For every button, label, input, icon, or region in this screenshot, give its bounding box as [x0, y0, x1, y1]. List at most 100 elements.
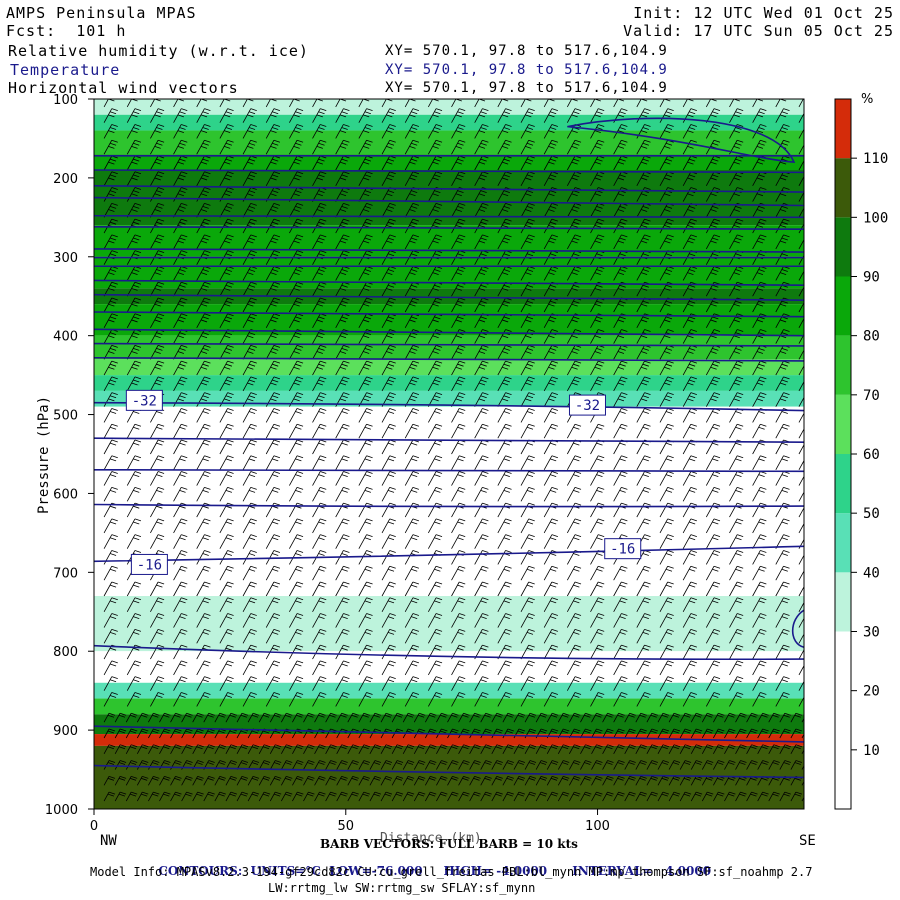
wind-barb: [242, 202, 257, 218]
wind-barb: [798, 223, 804, 234]
wind-barb: [524, 791, 537, 802]
wind-barb: [219, 550, 234, 565]
wind-barb: [474, 155, 489, 171]
wind-barb: [103, 455, 118, 470]
wind-barb: [590, 471, 605, 486]
wind-barb: [535, 760, 548, 770]
wind-barb: [474, 471, 489, 486]
wind-barb: [358, 171, 373, 186]
wind-barb: [668, 744, 681, 754]
wind-barb: [729, 565, 744, 581]
wind-barb: [428, 581, 443, 597]
wind-barb: [451, 108, 466, 123]
wind-barb: [381, 218, 396, 234]
wind-barb: [242, 281, 257, 297]
wind-barb: [752, 486, 767, 502]
wind-barb: [513, 744, 526, 754]
wind-barb: [242, 234, 257, 250]
wind-barb: [404, 218, 420, 234]
wind-barb: [568, 791, 581, 802]
wind-barb: [125, 775, 138, 786]
wind-barb: [358, 613, 373, 628]
wind-barb: [428, 518, 443, 534]
wind-barb: [225, 775, 238, 786]
wind-barb: [474, 692, 489, 707]
wind-barb: [203, 775, 215, 786]
wind-barb: [236, 712, 249, 723]
wind-barb: [196, 108, 211, 123]
wind-barb: [402, 760, 415, 770]
wind-barb: [336, 791, 348, 802]
wind-barb: [636, 266, 651, 281]
wind-barb: [358, 297, 373, 313]
wind-barb: [801, 765, 804, 770]
wind-barb: [775, 644, 790, 660]
wind-barb: [335, 660, 350, 676]
wind-barb: [613, 744, 625, 754]
wind-barb: [646, 791, 658, 802]
wind-barb: [752, 329, 767, 344]
wind-barb: [768, 744, 780, 754]
wind-barb: [566, 344, 582, 360]
wind-barb: [312, 518, 327, 534]
wind-barb: [790, 791, 802, 802]
wind-barb: [657, 775, 670, 786]
colorbar-segment: [835, 631, 851, 691]
wind-barb: [497, 613, 512, 628]
wind-barb: [335, 171, 350, 186]
wind-barb: [566, 139, 582, 155]
wind-barb: [173, 187, 188, 202]
wind-barb: [173, 534, 188, 549]
wind-barb: [613, 791, 625, 802]
wind-barb: [312, 439, 327, 455]
colorbar-label: 70: [863, 388, 880, 404]
wind-barb: [289, 518, 304, 534]
wind-barb: [265, 139, 281, 155]
wind-barb: [798, 554, 804, 565]
wind-barb: [590, 202, 605, 218]
wind-barb: [566, 202, 582, 218]
wind-barb: [242, 581, 257, 597]
wind-barb: [474, 139, 489, 155]
wind-barb: [520, 455, 535, 470]
wind-barb: [729, 423, 744, 439]
wind-barb: [242, 518, 257, 534]
wind-barb: [701, 728, 714, 739]
wind-barb: [173, 139, 188, 155]
wind-barb: [636, 344, 651, 360]
wind-barb: [126, 486, 142, 502]
wind-barb: [679, 791, 692, 802]
wind-barb: [590, 565, 605, 581]
wind-barb: [173, 486, 188, 502]
wind-barb: [705, 423, 721, 439]
plot-frame: [93, 98, 805, 810]
wind-barb: [170, 744, 182, 754]
wind-barb: [289, 313, 304, 328]
wind-barb: [380, 791, 393, 802]
wind-barb: [705, 486, 721, 502]
wind-barb: [480, 775, 492, 786]
wind-barb: [775, 565, 790, 581]
wind-barb: [613, 329, 628, 344]
wind-barb: [103, 344, 118, 360]
wind-barb: [196, 171, 211, 186]
wind-barb: [404, 581, 420, 597]
wind-barb: [265, 613, 281, 628]
wind-barb: [580, 760, 592, 770]
wind-barb: [775, 218, 790, 234]
wind-barb: [150, 155, 165, 171]
wind-barb: [474, 628, 489, 644]
wind-barb: [497, 486, 512, 502]
colorbar-segment: [835, 158, 851, 218]
wind-barb: [543, 139, 558, 155]
wind-barb: [369, 775, 382, 786]
wind-barb: [358, 644, 373, 660]
wind-barb: [173, 124, 188, 139]
wind-barb: [358, 534, 373, 549]
wind-barb: [336, 760, 348, 770]
wind-barb: [451, 202, 466, 218]
wind-barb: [428, 108, 443, 123]
wind-barb: [535, 791, 548, 802]
wind-barb: [380, 760, 393, 770]
wind-barb: [219, 660, 234, 676]
